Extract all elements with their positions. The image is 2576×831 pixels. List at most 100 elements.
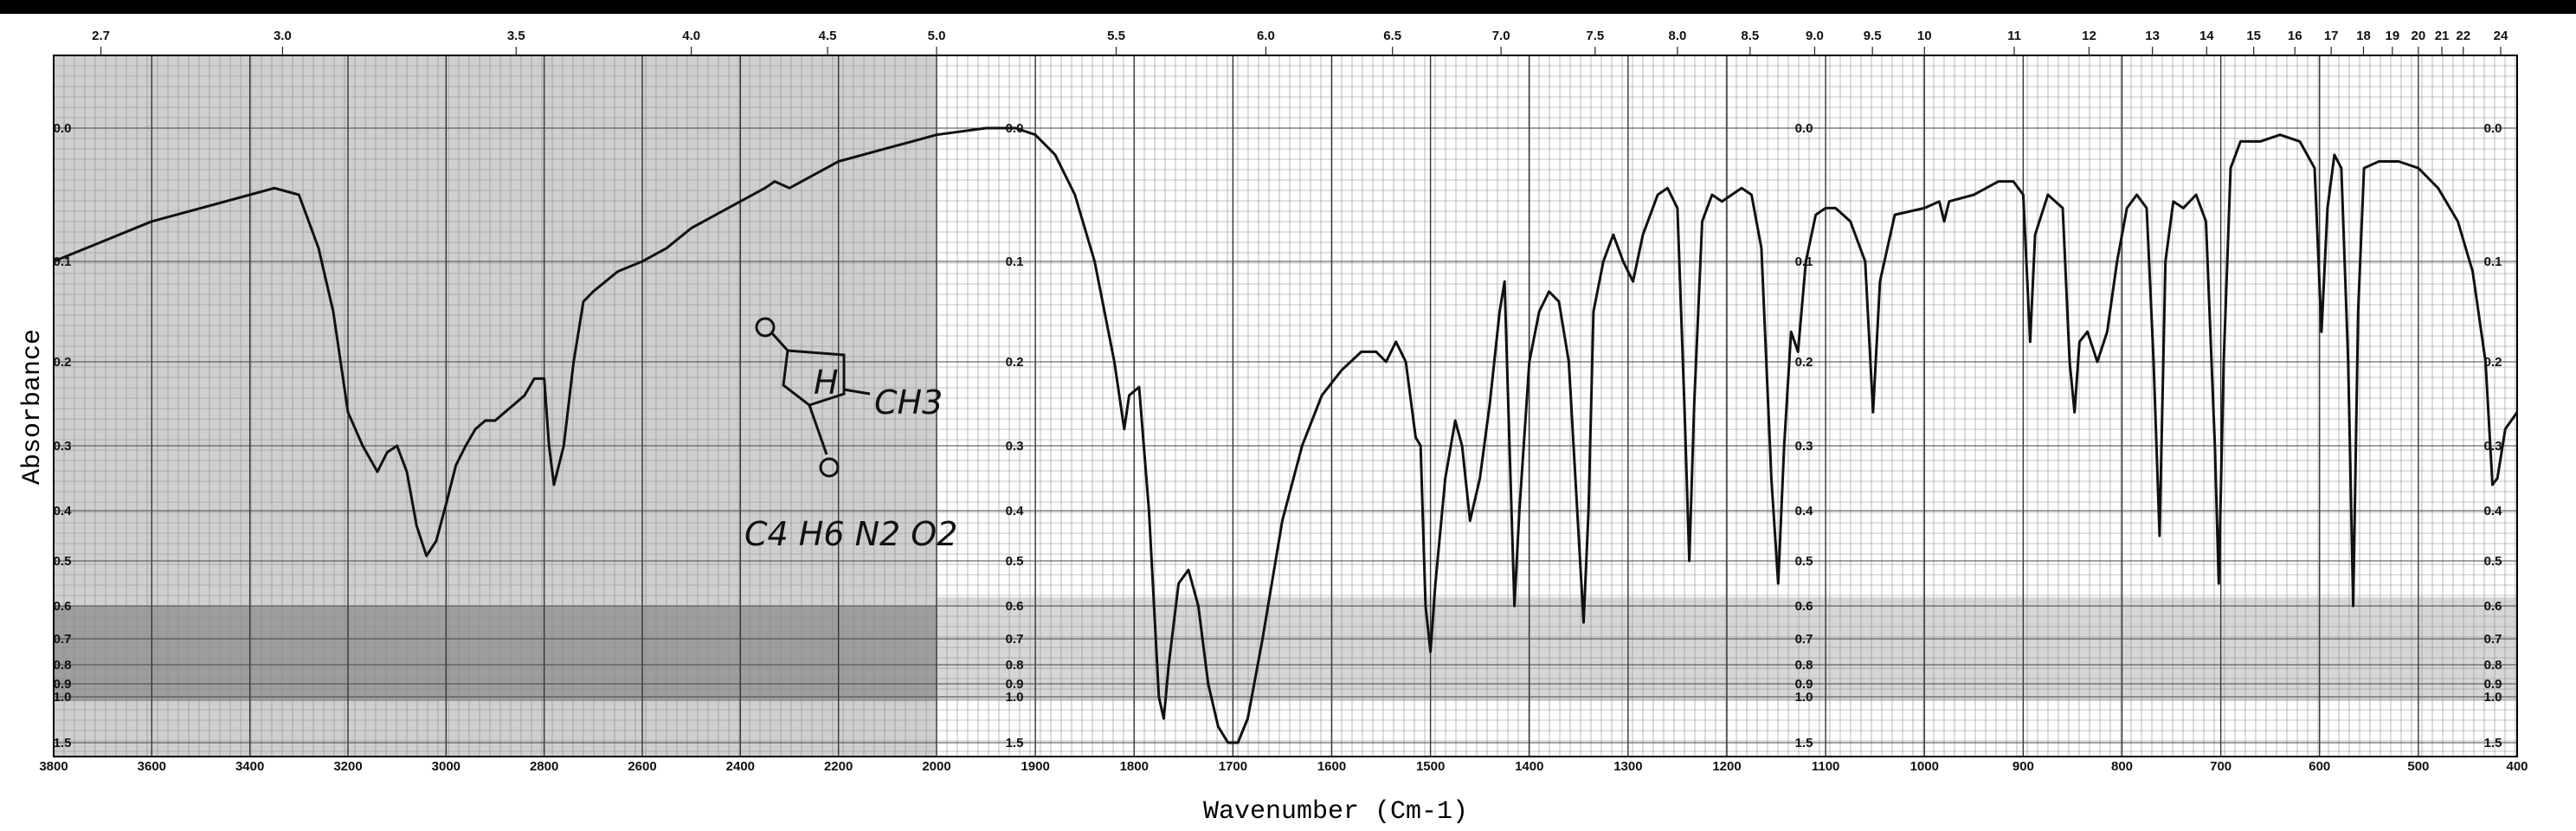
top-tick-label: 10 xyxy=(1917,29,1932,43)
bottom-tick-label: 3000 xyxy=(432,759,460,774)
abs-tick-right: 0.2 xyxy=(2484,355,2502,370)
abs-tick-right-inner: 0.1 xyxy=(1795,254,1813,269)
abs-tick-center: 0.8 xyxy=(1006,658,1024,673)
bottom-tick-label: 2400 xyxy=(726,759,755,774)
top-tick-label: 5.0 xyxy=(928,29,946,43)
bottom-tick-label: 1900 xyxy=(1021,759,1049,774)
bottom-tick-label: 2200 xyxy=(824,759,853,774)
spectrum-line xyxy=(53,126,2519,744)
top-tick-label: 11 xyxy=(2007,29,2021,43)
abs-tick-left: 0.4 xyxy=(54,504,73,519)
x-axis-title: Wavenumber (Cm-1) xyxy=(1203,797,1468,827)
top-tick-label: 22 xyxy=(2456,29,2470,43)
abs-tick-center: 1.5 xyxy=(1006,736,1024,750)
top-tick-label: 9.0 xyxy=(1806,29,1824,43)
bottom-tick-label: 3200 xyxy=(333,759,362,774)
bottom-tick-label: 1100 xyxy=(1812,759,1840,774)
abs-tick-right: 0.3 xyxy=(2484,439,2502,454)
formula-annotation: C4 H6 N2 O2 xyxy=(744,515,957,553)
top-tick-label: 9.5 xyxy=(1864,29,1882,43)
abs-tick-left: 0.0 xyxy=(54,121,72,136)
bottom-tick-label: 1600 xyxy=(1317,759,1346,774)
top-tick-label: 19 xyxy=(2385,29,2399,43)
abs-tick-right-inner: 1.5 xyxy=(1795,736,1813,750)
abs-tick-left: 0.5 xyxy=(54,554,72,569)
plot-frame xyxy=(53,55,2518,757)
top-tick-label: 5.5 xyxy=(1107,29,1125,43)
abs-tick-center: 0.7 xyxy=(1006,632,1024,647)
abs-tick-right: 1.5 xyxy=(2484,736,2502,750)
top-tick-label: 14 xyxy=(2199,29,2214,43)
abs-tick-left: 0.6 xyxy=(54,599,72,614)
top-tick-label: 13 xyxy=(2145,29,2160,43)
abs-tick-left: 0.2 xyxy=(54,355,72,370)
abs-tick-left: 0.3 xyxy=(54,439,72,454)
bottom-wavenumber-ticks: 3800 3600 3400 3200 3000 2800 2600 2400 2200 2000… xyxy=(39,759,2528,774)
bottom-tick-label: 1700 xyxy=(1219,759,1247,774)
abs-tick-right: 0.1 xyxy=(2484,254,2502,269)
abs-tick-right-inner: 0.4 xyxy=(1795,504,1814,519)
top-tick-label: 8.0 xyxy=(1669,29,1687,43)
bottom-tick-label: 1800 xyxy=(1120,759,1149,774)
top-wavelength-ticks: 2.7 3.0 3.5 4.0 4.5 5.0 5.5 6.0 6.5 7.0 7.5 8.0 8.5 9… xyxy=(92,29,2508,55)
bottom-tick-label: 800 xyxy=(2111,759,2133,774)
top-tick-label: 3.5 xyxy=(507,29,525,43)
abs-tick-right-inner: 0.3 xyxy=(1795,439,1813,454)
top-tick-label: 2.7 xyxy=(92,29,110,43)
bottom-tick-label: 2800 xyxy=(530,759,558,774)
abs-tick-left: 0.1 xyxy=(54,254,72,269)
shading-bands xyxy=(54,55,2517,757)
bottom-tick-label: 1400 xyxy=(1515,759,1543,774)
abs-tick-center: 0.9 xyxy=(1006,677,1024,692)
top-tick-label: 18 xyxy=(2356,29,2371,43)
abs-tick-right: 0.0 xyxy=(2484,121,2502,136)
abs-tick-right: 0.7 xyxy=(2484,632,2502,647)
bottom-tick-label: 1200 xyxy=(1712,759,1741,774)
abs-tick-left: 0.8 xyxy=(54,658,72,673)
abs-tick-right-inner: 0.5 xyxy=(1795,554,1813,569)
top-tick-label: 7.0 xyxy=(1492,29,1510,43)
structure-ch3-label: CH3 xyxy=(874,383,943,422)
bottom-tick-label: 2600 xyxy=(628,759,656,774)
top-tick-label: 12 xyxy=(2082,29,2096,43)
abs-tick-center: 0.6 xyxy=(1006,599,1024,614)
major-grid xyxy=(53,55,2518,757)
bottom-tick-label: 400 xyxy=(2506,759,2528,774)
abs-tick-left: 0.7 xyxy=(54,632,72,647)
abs-tick-right: 0.4 xyxy=(2484,504,2503,519)
bottom-tick-label: 3400 xyxy=(235,759,264,774)
top-frame-band xyxy=(0,0,2576,14)
abs-tick-right-inner: 0.6 xyxy=(1795,599,1813,614)
top-tick-label: 20 xyxy=(2412,29,2426,43)
abs-tick-right-inner: 0.9 xyxy=(1795,677,1813,692)
abs-tick-center: 0.1 xyxy=(1006,254,1024,269)
abs-tick-right-inner: 0.0 xyxy=(1795,121,1813,136)
abs-tick-center: 0.2 xyxy=(1006,355,1024,370)
bottom-tick-label: 700 xyxy=(2210,759,2231,774)
shade-band-dark xyxy=(54,606,937,701)
abs-tick-right-inner: 0.7 xyxy=(1795,632,1813,647)
top-tick-label: 17 xyxy=(2324,29,2339,43)
top-tick-label: 6.5 xyxy=(1383,29,1401,43)
bottom-tick-label: 3600 xyxy=(138,759,166,774)
absorbance-tick-labels: 0.00.10.20.30.40.50.60.70.80.91.01.50.00… xyxy=(54,121,2503,750)
abs-tick-left: 1.5 xyxy=(54,736,72,750)
top-tick-label: 24 xyxy=(2494,29,2508,43)
abs-tick-right: 0.6 xyxy=(2484,599,2502,614)
top-tick-label: 6.0 xyxy=(1257,29,1275,43)
abs-tick-left: 0.9 xyxy=(54,677,72,692)
handwritten-structure xyxy=(755,317,871,478)
top-tick-label: 4.5 xyxy=(819,29,837,43)
top-tick-label: 7.5 xyxy=(1586,29,1604,43)
abs-tick-right-inner: 1.0 xyxy=(1795,690,1813,705)
abs-tick-center: 1.0 xyxy=(1006,690,1024,705)
top-tick-label: 4.0 xyxy=(682,29,700,43)
top-tick-label: 21 xyxy=(2435,29,2450,43)
bottom-tick-label: 2000 xyxy=(922,759,950,774)
top-tick-label: 3.0 xyxy=(274,29,292,43)
abs-tick-center: 0.4 xyxy=(1006,504,1025,519)
abs-tick-right-inner: 0.2 xyxy=(1795,355,1813,370)
y-axis-title: Absorbance xyxy=(18,329,48,485)
top-tick-label: 15 xyxy=(2246,29,2261,43)
